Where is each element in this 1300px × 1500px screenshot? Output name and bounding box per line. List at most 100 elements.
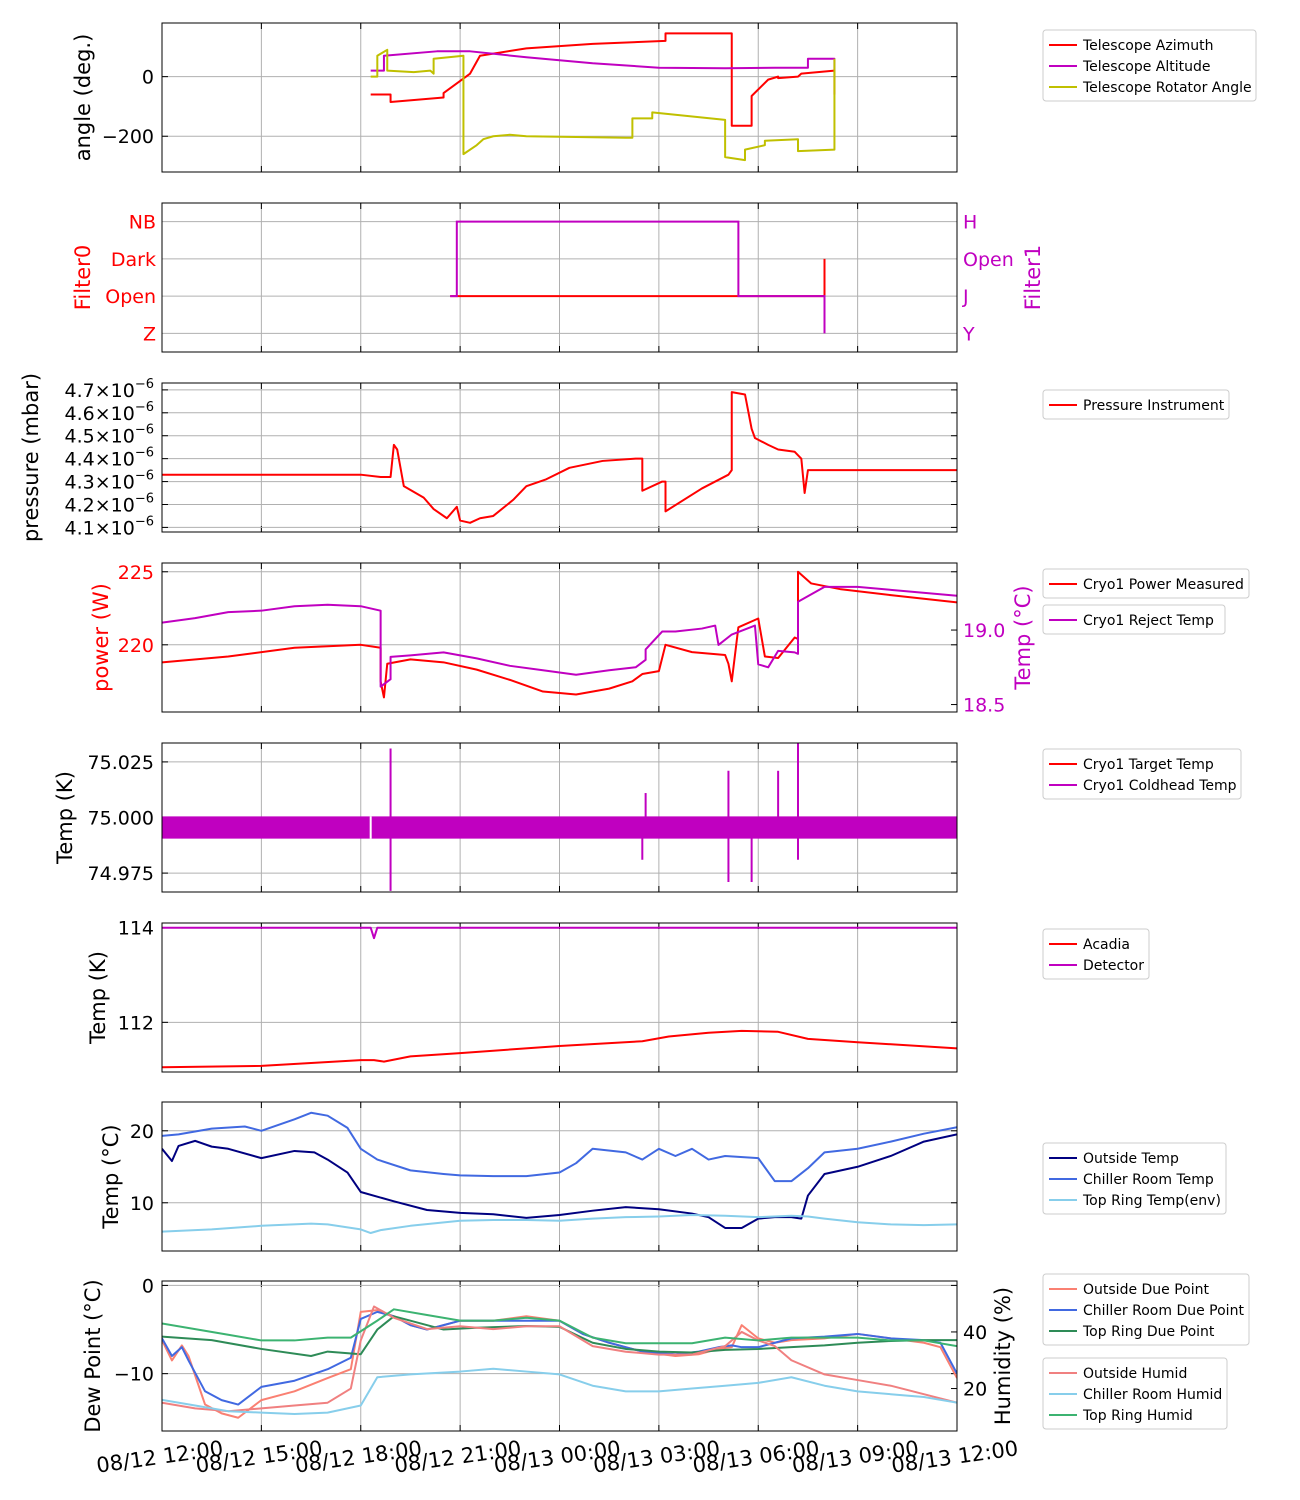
y-axis-label: pressure (mbar) — [19, 373, 43, 542]
legend-label: Acadia — [1083, 937, 1130, 953]
y-axis-label: angle (deg.) — [71, 34, 95, 162]
y-axis-label: Temp (K) — [86, 951, 110, 1045]
series-chiller-room-humid — [162, 1367, 957, 1416]
legend-box — [1042, 1357, 1228, 1430]
legend-box — [1042, 1273, 1250, 1346]
y-tick-label: 114 — [118, 918, 154, 940]
series-telescope-altitude — [370, 50, 836, 72]
legend-label: Cryo1 Reject Temp — [1083, 613, 1214, 629]
coldhead-noise-band — [162, 816, 957, 839]
y-tick-label: 20 — [130, 1121, 154, 1143]
legend-label: Detector — [1083, 958, 1144, 974]
y-tick-label: 225 — [118, 562, 154, 584]
y-tick-label: 4.1×10−6 — [65, 514, 155, 539]
panel-telescope: 0 −200 angle (deg.) — [71, 22, 958, 173]
plot-area-cryo_temp — [162, 743, 957, 891]
y-tick-label: 4.3×10−6 — [65, 469, 155, 494]
panel-filters: Z Open Dark NB YJ Open H Filter0 Filter1 — [71, 202, 1045, 353]
legend-label: Cryo1 Power Measured — [1083, 577, 1244, 593]
plot-area-env_temp — [162, 1111, 957, 1235]
legend-label: Chiller Room Due Point — [1083, 1303, 1244, 1319]
legend-env_temp: Outside Temp Chiller Room Temp Top Ring Te… — [1042, 1142, 1227, 1215]
legend-label: Cryo1 Target Temp — [1083, 757, 1214, 773]
plot-area-acadia — [162, 926, 957, 1069]
y-tick-exponent: −6 — [135, 400, 154, 415]
y-tick-label: 4.7×10−6 — [65, 377, 155, 402]
series-detector — [162, 926, 957, 940]
y-axis-label: power (W) — [89, 583, 113, 692]
y-tick-label: 4.4×10−6 — [65, 446, 155, 471]
y-axis-label-right: Temp (°C) — [1011, 585, 1035, 690]
y-tick-exponent: −6 — [135, 446, 154, 461]
y-tick-label: −200 — [102, 126, 154, 148]
y-tick-label: Z — [143, 323, 156, 345]
y-tick-label: 74.975 — [88, 863, 154, 885]
legend-box — [1042, 748, 1242, 800]
y-tick-label: 75.000 — [88, 808, 154, 830]
legend-box — [1042, 29, 1257, 102]
legend-label: Outside Temp — [1083, 1151, 1179, 1167]
series-telescope-azimuth — [370, 32, 836, 127]
legend-box — [1042, 389, 1230, 420]
legend-cryo_power_a: Cryo1 Power Measured — [1042, 568, 1250, 599]
series-filter0 — [450, 258, 826, 298]
legend-label: Telescope Altitude — [1082, 59, 1211, 75]
panel-dew: 0 −10 20 40 Dew Point (°C) Humidity (%) — [81, 1275, 1015, 1432]
y-tick-label: 4.6×10−6 — [65, 400, 155, 425]
y-tick-label: 4.2×10−6 — [65, 491, 155, 516]
y-tick-label: −10 — [114, 1364, 154, 1386]
legend-dew_b: Outside Humid Chiller Room Humid Top Ring … — [1042, 1357, 1228, 1430]
axes-frame-pressure — [161, 382, 958, 533]
panel-cryo_temp: 74.975 75.000 75.025 Temp (K) — [53, 742, 958, 893]
legend-box — [1042, 928, 1150, 980]
series-cryo1-power-measured — [162, 570, 957, 699]
y-tick-label-right: 18.5 — [963, 695, 1005, 717]
plot-area-telescope — [370, 32, 836, 162]
legend-label: Top Ring Due Point — [1082, 1324, 1215, 1340]
y-tick-exponent: −6 — [135, 377, 154, 392]
y-tick-label-right: Open — [963, 249, 1014, 271]
y-axis-label: Temp (°C) — [99, 1124, 123, 1229]
y-axis-label: Temp (K) — [53, 771, 77, 865]
legend-cryo_temp: Cryo1 Target Temp Cryo1 Coldhead Temp — [1042, 748, 1242, 800]
y-tick-label: Dark — [111, 249, 156, 271]
y-tick-label: 220 — [118, 635, 154, 657]
legend-cryo_power_b: Cryo1 Reject Temp — [1042, 604, 1226, 635]
legend-label: Outside Due Point — [1083, 1282, 1210, 1298]
panel-cryo_power: 220 225 18.5 19.0 power (W) Temp (°C) — [89, 562, 1035, 717]
axes-frame-filters — [161, 202, 958, 353]
axes-frame-cryo_temp — [161, 742, 958, 893]
series-acadia — [162, 1029, 957, 1069]
legend-label: Chiller Room Humid — [1083, 1387, 1222, 1403]
series-telescope-rotator-angle — [370, 48, 836, 162]
y-tick-label-right: 19.0 — [963, 620, 1005, 642]
y-tick-label: 0 — [142, 67, 154, 89]
legend-telescope: Telescope Azimuth Telescope Altitude Teles… — [1042, 29, 1257, 102]
series-outside-humid — [162, 1305, 957, 1413]
axes-frame-acadia — [161, 922, 958, 1073]
plot-area-pressure — [162, 391, 957, 524]
y-tick-exponent: −6 — [135, 423, 154, 438]
y-tick-label-right: Y — [962, 323, 975, 345]
legend-box — [1042, 604, 1226, 635]
legend-label: Pressure Instrument — [1083, 398, 1225, 414]
series-chiller-room-due-point — [162, 1310, 957, 1406]
legend-dew_a: Outside Due Point Chiller Room Due Point T… — [1042, 1273, 1250, 1346]
legend-label: Telescope Azimuth — [1082, 38, 1213, 54]
y-tick-label: Open — [105, 286, 156, 308]
y-tick-label: 75.025 — [88, 752, 154, 774]
plot-area-dew — [162, 1305, 957, 1419]
axes-frame-dew — [161, 1280, 958, 1432]
series-top-ring-temp-env- — [162, 1214, 957, 1235]
y-tick-label: 0 — [142, 1275, 154, 1297]
legend-label: Cryo1 Coldhead Temp — [1083, 778, 1237, 794]
series-chiller-room-temp — [162, 1111, 957, 1183]
axes-frame-env_temp — [161, 1101, 958, 1252]
legend-label: Telescope Rotator Angle — [1082, 80, 1252, 96]
y-tick-label: 10 — [130, 1193, 154, 1215]
legend-acadia: Acadia Detector — [1042, 928, 1150, 980]
panel-acadia: 112 114 Temp (K) — [86, 918, 958, 1073]
legend-label: Top Ring Humid — [1082, 1408, 1193, 1424]
